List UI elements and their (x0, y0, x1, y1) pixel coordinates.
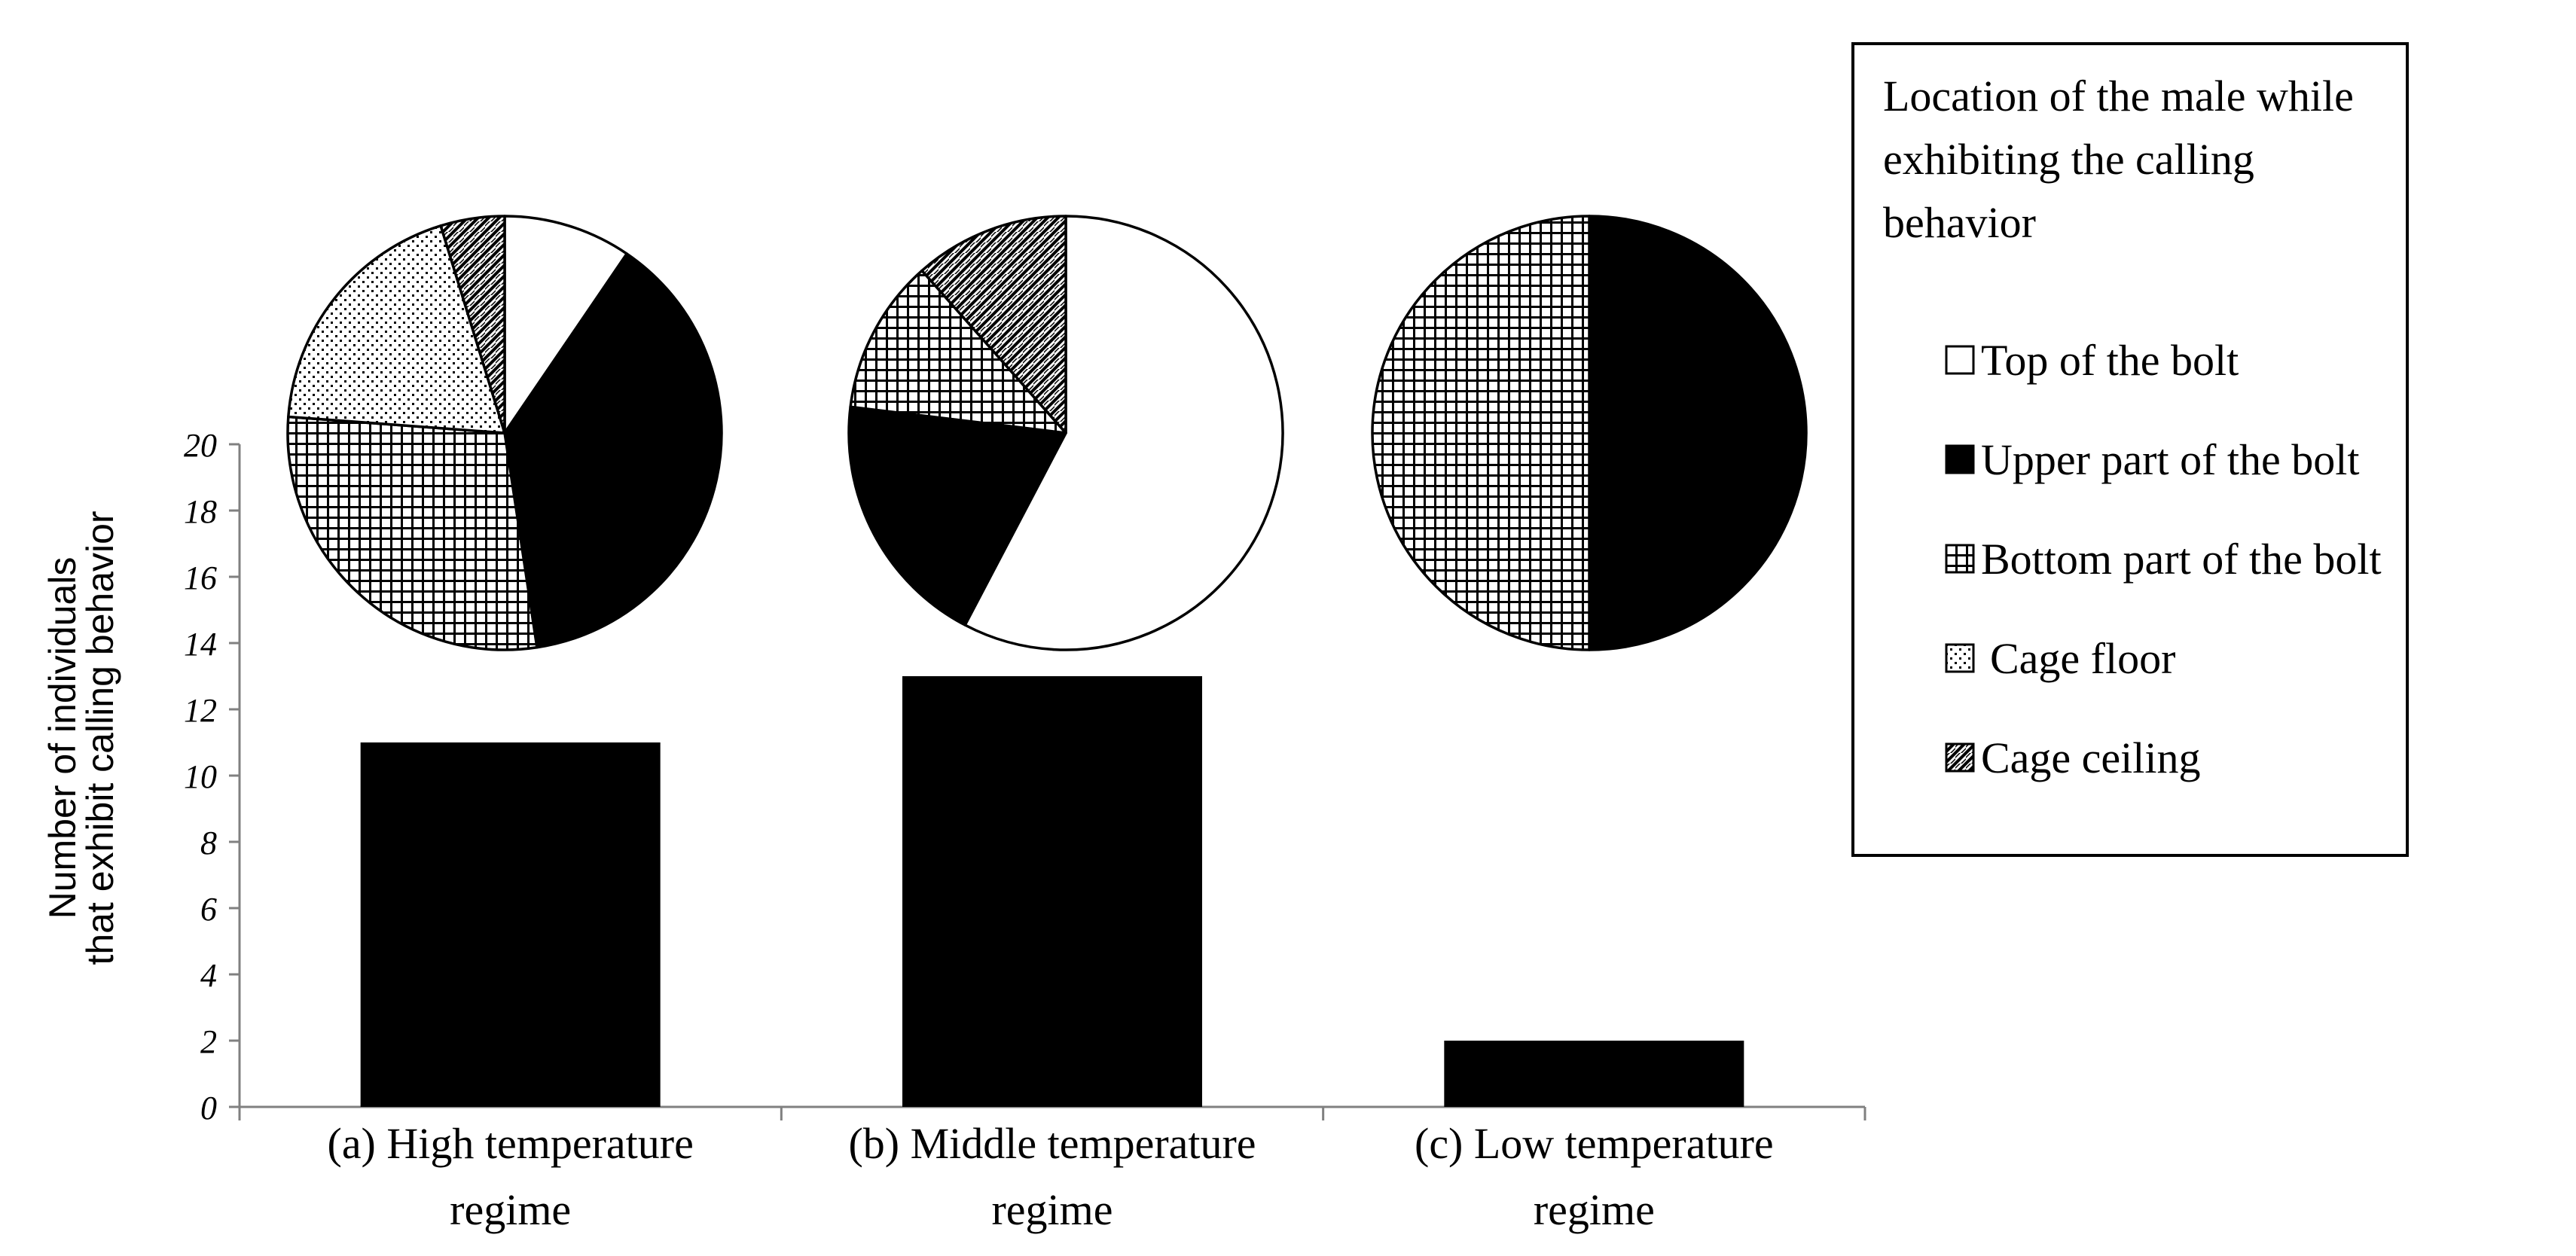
y-tick-label: 2 (200, 1023, 217, 1060)
legend-swatch (1945, 643, 1975, 673)
y-tick-label: 18 (184, 493, 217, 530)
pie-slice (849, 269, 1067, 434)
y-tick-label: 4 (200, 957, 217, 994)
legend-item: Cage floor (1945, 624, 2175, 692)
bar (1444, 1041, 1744, 1107)
legend-swatch (1945, 544, 1975, 574)
x-category-label: (c) Low temperature regime (1415, 1119, 1774, 1234)
legend-swatch (1945, 444, 1975, 474)
legend-title: Location of the male while exhibiting th… (1883, 72, 2354, 247)
pie-slice (847, 405, 1067, 626)
legend-item: Cage ceiling (1945, 724, 2201, 791)
legend-label: Bottom part of the bolt (1981, 534, 2382, 584)
legend-item: Top of the bolt (1945, 326, 2239, 394)
x-category-label: (a) High temperature regime (328, 1119, 694, 1234)
y-tick-label: 0 (200, 1090, 217, 1126)
y-tick-label: 14 (184, 626, 217, 663)
legend-label: Cage ceiling (1981, 733, 2201, 782)
pie-chart (286, 215, 723, 651)
x-category-label: (b) Middle temperature regime (848, 1119, 1256, 1234)
legend-item: Bottom part of the bolt (1945, 525, 2382, 593)
y-tick-label: 6 (200, 891, 217, 928)
bar (360, 742, 661, 1107)
y-axis-label: Number of individualsthat exhibit callin… (41, 511, 121, 965)
pie-slice (920, 215, 1067, 434)
y-tick-label: 12 (184, 692, 217, 729)
pie-slice (286, 415, 539, 651)
y-tick-label: 8 (200, 825, 217, 861)
pie-slice (1588, 215, 1808, 651)
pie-slice (439, 215, 506, 434)
pie-slice (503, 252, 723, 649)
legend: Location of the male while exhibiting th… (1851, 42, 2409, 857)
pie-charts (286, 215, 1808, 651)
pie-slice (963, 215, 1284, 651)
pie-chart (1371, 215, 1808, 651)
legend-swatch (1945, 742, 1975, 773)
pie-slice (1371, 215, 1591, 651)
pie-slice (287, 224, 506, 434)
pie-chart (847, 215, 1284, 651)
y-tick-label: 10 (184, 758, 217, 795)
bar (902, 676, 1202, 1107)
legend-item: Upper part of the bolt (1945, 425, 2360, 493)
legend-swatch (1945, 345, 1975, 375)
y-tick-label: 16 (184, 559, 217, 596)
legend-label: Top of the bolt (1981, 335, 2239, 385)
legend-label: Cage floor (1990, 633, 2176, 683)
bar-axes: 0 2 4 6 8 10 12 14 16 18 20 Number of individualsth… (41, 427, 1866, 1234)
legend-label: Upper part of the bolt (1981, 434, 2360, 484)
pie-slice (503, 215, 628, 434)
y-tick-label: 20 (184, 427, 217, 464)
bar-series (360, 676, 1744, 1107)
